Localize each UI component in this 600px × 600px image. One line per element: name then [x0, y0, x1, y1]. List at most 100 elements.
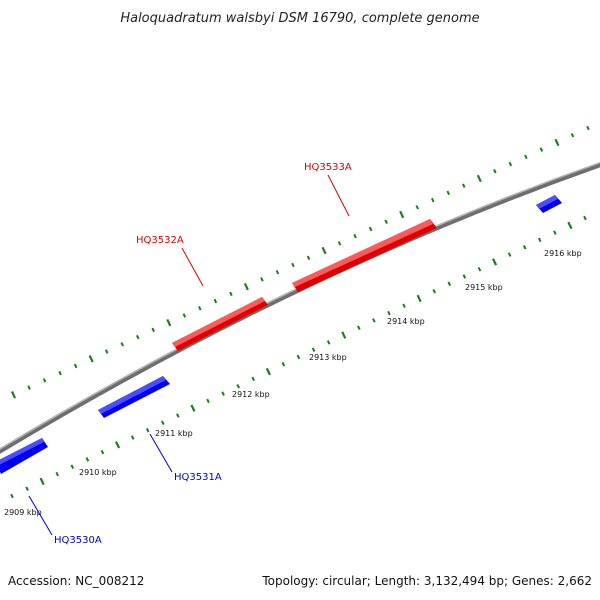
tick-lower-34	[522, 245, 527, 250]
genome-backbone	[0, 161, 600, 454]
tick-lower-7	[115, 441, 121, 449]
scale-label-2913: 2913 kbp	[309, 353, 347, 362]
tick-lower-23	[357, 325, 361, 330]
tick-lower-10	[161, 420, 165, 426]
gene-feature-hq3532a[interactable]	[172, 297, 268, 351]
tick-upper-16	[243, 282, 249, 291]
tick-lower-16	[251, 376, 256, 382]
scale-label-2909: 2909 kbp	[4, 508, 42, 517]
map-title: Haloquadratum walsbyi DSM 16790, complet…	[120, 11, 479, 26]
tick-upper-21	[321, 246, 327, 255]
tick-lower-2	[39, 477, 45, 486]
tick-upper-9	[135, 334, 140, 340]
gene-label-hq3532a[interactable]: HQ3532A	[136, 235, 184, 246]
tick-lower-32	[492, 258, 498, 266]
tick-upper-4	[58, 370, 62, 376]
tick-upper-10	[151, 327, 156, 333]
tick-lower-33	[507, 252, 512, 257]
tick-lower-22	[341, 331, 347, 339]
tick-upper-12	[182, 313, 187, 318]
tick-upper-8	[120, 342, 125, 347]
scale-label-2911: 2911 kbp	[155, 429, 193, 438]
tick-lower-38	[583, 215, 587, 221]
tick-upper-1	[10, 391, 17, 399]
tick-lower-1	[25, 486, 29, 491]
tick-upper-23	[353, 233, 357, 239]
tick-lower-5	[85, 457, 90, 462]
scale-label-2910: 2910 kbp	[79, 468, 117, 477]
accession-label: Accession: NC_008212	[8, 574, 144, 588]
tick-lower-8	[130, 435, 135, 440]
tick-lower-29	[447, 281, 452, 287]
tick-lower-3	[55, 471, 60, 477]
tick-upper-35	[539, 147, 544, 152]
tick-row-lower	[10, 215, 587, 499]
tick-lower-13	[206, 398, 210, 404]
gene-feature-small-reverse[interactable]	[536, 195, 562, 213]
gene-label-hq3533a[interactable]: HQ3533A	[304, 162, 352, 173]
tick-row-upper	[10, 125, 590, 399]
tick-lower-36	[553, 230, 557, 235]
tick-upper-36	[554, 138, 560, 147]
tick-upper-34	[524, 154, 528, 160]
tick-upper-30	[461, 183, 466, 188]
leader-line-hq3532a	[181, 247, 204, 287]
tick-upper-25	[384, 219, 388, 225]
tick-upper-29	[446, 190, 451, 196]
tick-lower-12	[190, 404, 196, 412]
tick-upper-17	[260, 277, 264, 282]
tick-upper-19	[291, 262, 295, 268]
tick-upper-13	[198, 305, 202, 311]
tick-upper-2	[27, 385, 31, 390]
scale-label-2912: 2912 kbp	[232, 390, 270, 399]
tick-lower-18	[281, 362, 286, 367]
tick-upper-26	[399, 210, 405, 219]
gene-feature-hq3530a[interactable]	[0, 438, 48, 474]
gene-label-hq3530a[interactable]: HQ3530A	[54, 535, 102, 546]
tick-upper-20	[306, 255, 311, 261]
tick-lower-27	[416, 294, 422, 303]
tick-lower-21	[326, 340, 331, 345]
tick-lower-28	[432, 288, 436, 294]
tick-upper-37	[570, 132, 575, 138]
leader-line-hq3531a	[149, 433, 173, 473]
tick-upper-38	[586, 125, 590, 131]
tick-upper-22	[337, 241, 342, 246]
tick-upper-15	[229, 291, 233, 297]
gene-label-hq3531a[interactable]: HQ3531A	[174, 472, 222, 483]
tick-lower-11	[176, 413, 180, 418]
tick-upper-28	[430, 197, 435, 203]
tick-upper-18	[275, 269, 280, 275]
scale-label-2914: 2914 kbp	[387, 317, 425, 326]
tick-upper-6	[88, 355, 94, 363]
tick-lower-30	[462, 274, 467, 279]
tick-lower-26	[402, 303, 406, 309]
tick-lower-6	[100, 449, 105, 455]
tick-lower-14	[221, 391, 225, 396]
tick-lower-0	[10, 493, 14, 499]
tick-lower-37	[567, 221, 573, 230]
tick-lower-4	[70, 464, 75, 469]
tick-lower-20	[311, 347, 316, 352]
tick-upper-31	[476, 174, 482, 183]
tick-upper-5	[73, 363, 78, 369]
leader-line-hq3533a	[327, 174, 350, 217]
scale-label-2916: 2916 kbp	[544, 249, 582, 258]
genome-summary: Topology: circular; Length: 3,132,494 bp…	[261, 574, 592, 588]
tick-lower-9	[145, 427, 150, 433]
tick-lower-24	[372, 318, 376, 323]
tick-lower-35	[537, 237, 542, 243]
tick-upper-11	[166, 318, 172, 327]
tick-upper-27	[415, 205, 420, 210]
tick-lower-17	[265, 367, 271, 376]
gene-feature-hq3531a[interactable]	[98, 376, 170, 418]
gene-feature-hq3533a[interactable]	[292, 219, 437, 292]
tick-upper-33	[508, 161, 513, 167]
tick-upper-32	[493, 168, 497, 174]
leader-line-hq3530a	[28, 495, 53, 536]
tick-lower-31	[477, 266, 482, 272]
tick-lower-15	[236, 384, 240, 389]
tick-upper-24	[368, 226, 373, 232]
scale-label-2915: 2915 kbp	[465, 283, 503, 292]
